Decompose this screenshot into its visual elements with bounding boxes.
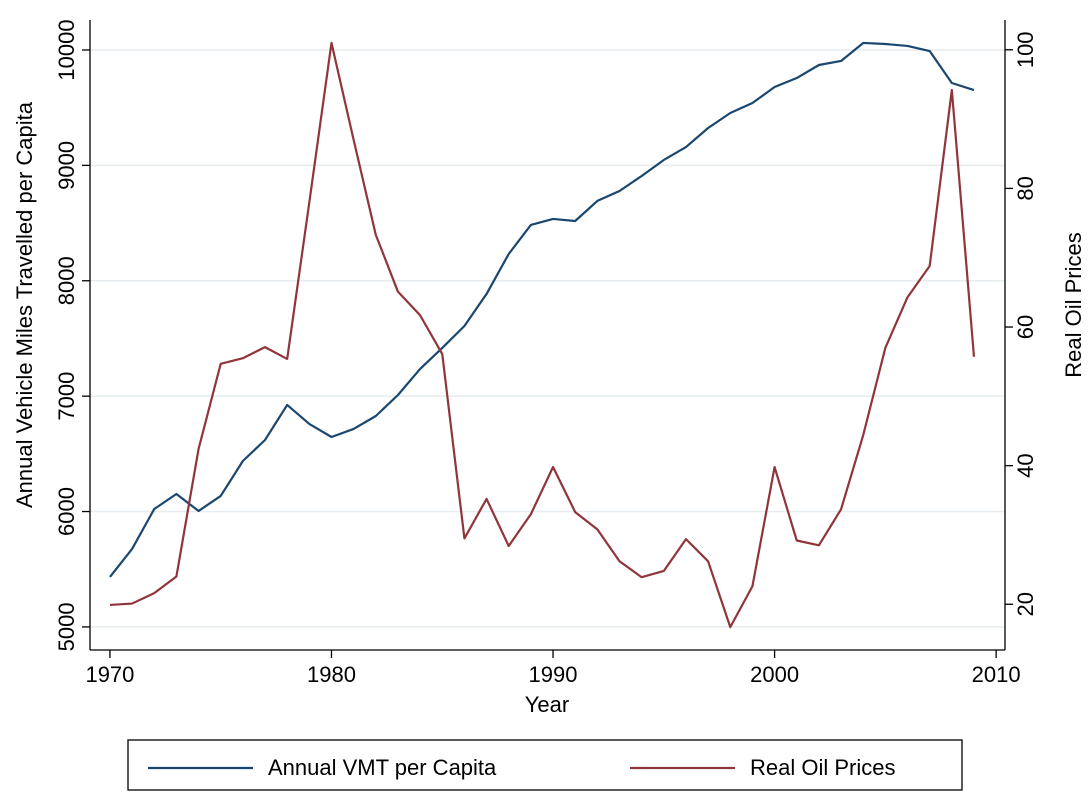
y-axis-label: Annual Vehicle Miles Travelled per Capit… — [12, 101, 37, 508]
y2-tick-label: 20 — [1013, 592, 1038, 616]
series-line — [109, 41, 975, 578]
x-tick-label: 2000 — [750, 662, 799, 687]
legend-label: Real Oil Prices — [750, 755, 895, 780]
x-tick-label: 1970 — [85, 662, 134, 687]
y2-tick-label: 60 — [1013, 315, 1038, 339]
series-line — [109, 41, 976, 629]
legend-box — [127, 739, 963, 791]
x-tick-label: 1980 — [307, 662, 356, 687]
y-tick-label: 5000 — [54, 602, 79, 651]
x-tick-label: 2010 — [972, 662, 1021, 687]
y2-axis-label: Real Oil Prices — [1061, 232, 1086, 377]
x-axis-label: Year — [525, 692, 569, 717]
y-tick-label: 6000 — [54, 487, 79, 536]
y2-tick-label: 100 — [1013, 31, 1038, 68]
y2-tick-label: 80 — [1013, 176, 1038, 200]
y-tick-label: 10000 — [54, 19, 79, 80]
y-tick-label: 9000 — [54, 141, 79, 190]
legend-label: Annual VMT per Capita — [268, 755, 497, 780]
x-tick-label: 1990 — [529, 662, 578, 687]
y-tick-label: 7000 — [54, 372, 79, 421]
y2-tick-label: 40 — [1013, 453, 1038, 477]
y-tick-label: 8000 — [54, 256, 79, 305]
